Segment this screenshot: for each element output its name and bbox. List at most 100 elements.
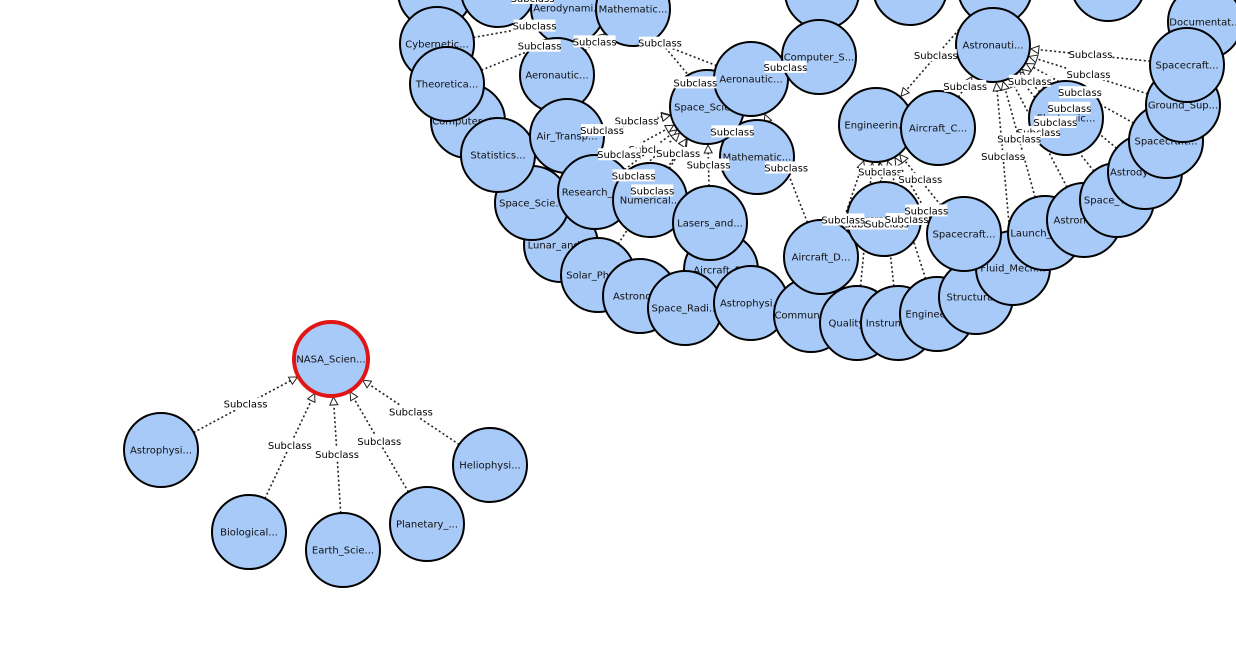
edge-label-text: Subclass [865, 219, 909, 230]
node-label: Fluid_Mech... [980, 264, 1045, 275]
node-label: Space_Tran... [1084, 196, 1150, 207]
class-node-lasers-and[interactable]: Lasers_and... [672, 185, 748, 261]
class-node-c-top2[interactable] [873, 0, 947, 26]
node-label: Aircraft_D... [792, 253, 851, 264]
node-circle [783, 219, 859, 295]
class-node-spacecraft[interactable]: Spacecraft... [1149, 27, 1225, 103]
class-node-aeronautic[interactable]: Aeronautic... [713, 41, 789, 117]
edge-label: Subclass [997, 132, 1041, 145]
subclass-edge[interactable] [703, 143, 714, 187]
subclass-edge[interactable] [899, 153, 942, 206]
edge-label-text: Subclass [580, 126, 624, 137]
edge-label-text: Subclass [511, 0, 555, 5]
edge-label-background [657, 146, 700, 159]
subclass-edge[interactable] [533, 112, 672, 148]
class-node-aircraft-d[interactable]: Aircraft_D... [783, 219, 859, 295]
edge-label: Subclass [1047, 101, 1091, 115]
subclass-edge[interactable] [1021, 68, 1118, 149]
node-label: Spacecraft... [1155, 61, 1218, 72]
node-label: Quality_A... [829, 319, 886, 330]
edge-label-text: Subclass [898, 175, 942, 186]
class-node-c-top4[interactable] [1071, 0, 1145, 22]
node-label: Solar_Phys... [566, 271, 630, 282]
class-node-computer-s[interactable]: Computer_S... [781, 19, 857, 95]
edge-label-background [899, 172, 942, 185]
edge-label: Subclass [710, 125, 754, 138]
subclass-edge[interactable] [1000, 80, 1036, 198]
edge-label-text: Subclass [629, 145, 673, 156]
edge-label-background [1008, 74, 1051, 87]
edge-label-background [1069, 48, 1112, 61]
edge-label: Subclass [764, 161, 808, 174]
class-node-space-radi[interactable]: Space_Radi... [647, 270, 723, 346]
arrowhead-icon [1029, 44, 1040, 55]
arrowhead-icon [677, 137, 687, 149]
edge-label-text: Subclass [315, 450, 359, 461]
class-node-astrophysi[interactable]: Astrophysi... [123, 412, 199, 488]
class-node-planetary-[interactable]: Planetary_... [389, 486, 465, 562]
root-node-nasa-scien[interactable]: NASA_Scien... [292, 320, 370, 398]
edge-label-text: Subclass [904, 206, 948, 217]
class-node-earth-scie[interactable]: Earth_Scie... [305, 512, 381, 588]
node-circle [123, 412, 199, 488]
node-label: Computer_O... [432, 117, 504, 128]
edge-label-text: Subclass [612, 171, 656, 182]
node-label: Planetary_... [396, 520, 458, 531]
node-label: Mathematic... [599, 5, 668, 16]
edge-label-text: Subclass [357, 437, 401, 448]
node-circle [672, 185, 748, 261]
class-node-mathematic[interactable]: Mathematic... [719, 119, 795, 195]
subclass-edge[interactable] [1029, 44, 1151, 63]
edge-label-background [358, 434, 401, 447]
arrowhead-icon [669, 132, 681, 143]
class-node-aircraft-c[interactable]: Aircraft_C... [900, 90, 976, 166]
subclass-edge[interactable] [1025, 62, 1135, 124]
class-node-statistics[interactable]: Statistics... [460, 117, 536, 193]
node-circle [873, 0, 947, 26]
node-circle [900, 90, 976, 166]
edge-line [707, 151, 710, 187]
class-node-theoretica[interactable]: Theoretica... [409, 46, 485, 122]
subclass-edge[interactable] [992, 81, 1011, 232]
edge-label-background [859, 165, 902, 178]
arrowhead-icon [1021, 68, 1032, 79]
edge-label-text: Subclass [687, 160, 731, 171]
node-label: Communicat... [774, 311, 847, 322]
class-node-biological[interactable]: Biological... [211, 494, 287, 570]
edge-line [889, 167, 927, 280]
node-label: Cybernetic... [405, 40, 469, 51]
edge-label-background [581, 124, 624, 137]
edge-label-text: Subclass [573, 37, 617, 48]
edge-label-background [573, 35, 616, 48]
class-node-mathematic[interactable]: Mathematic... [595, 0, 671, 47]
edge-label-text: Subclass [764, 163, 808, 174]
edge-label: Subclass [511, 0, 555, 5]
edge-label-background [316, 447, 359, 460]
edge-label-background [765, 161, 808, 174]
edge-label-text: Subclass [1033, 118, 1077, 129]
node-label: Aircraft_P... [693, 266, 749, 277]
edge-label-text: Subclass [597, 150, 641, 161]
class-node-numerical[interactable]: Numerical... [612, 162, 688, 238]
arrowhead-icon [1025, 62, 1036, 72]
node-circle [781, 19, 857, 95]
node-label: Earth_Scie... [312, 546, 374, 557]
arrowhead-icon [1000, 80, 1011, 92]
edge-label-background [998, 132, 1041, 145]
node-label: Space_Scie... [674, 103, 740, 114]
class-node-astrophysi[interactable]: Astrophysi... [713, 265, 789, 341]
class-node-heliophysi[interactable]: Heliophysi... [452, 427, 528, 503]
edge-label-text: Subclass [914, 51, 958, 62]
edge-label-text: Subclass [710, 127, 754, 138]
node-label: Mathematic... [723, 153, 792, 164]
edge-line [1020, 79, 1095, 172]
edge-label: Subclass [630, 184, 674, 197]
edge-label: Subclass [315, 447, 359, 461]
edge-label-text: Subclass [885, 215, 929, 226]
edge-label-text: Subclass [615, 117, 659, 128]
node-label: Statistics... [470, 151, 525, 162]
class-node-astronauti[interactable]: Astronauti... [955, 7, 1031, 83]
edge-label: Subclass [615, 114, 659, 128]
